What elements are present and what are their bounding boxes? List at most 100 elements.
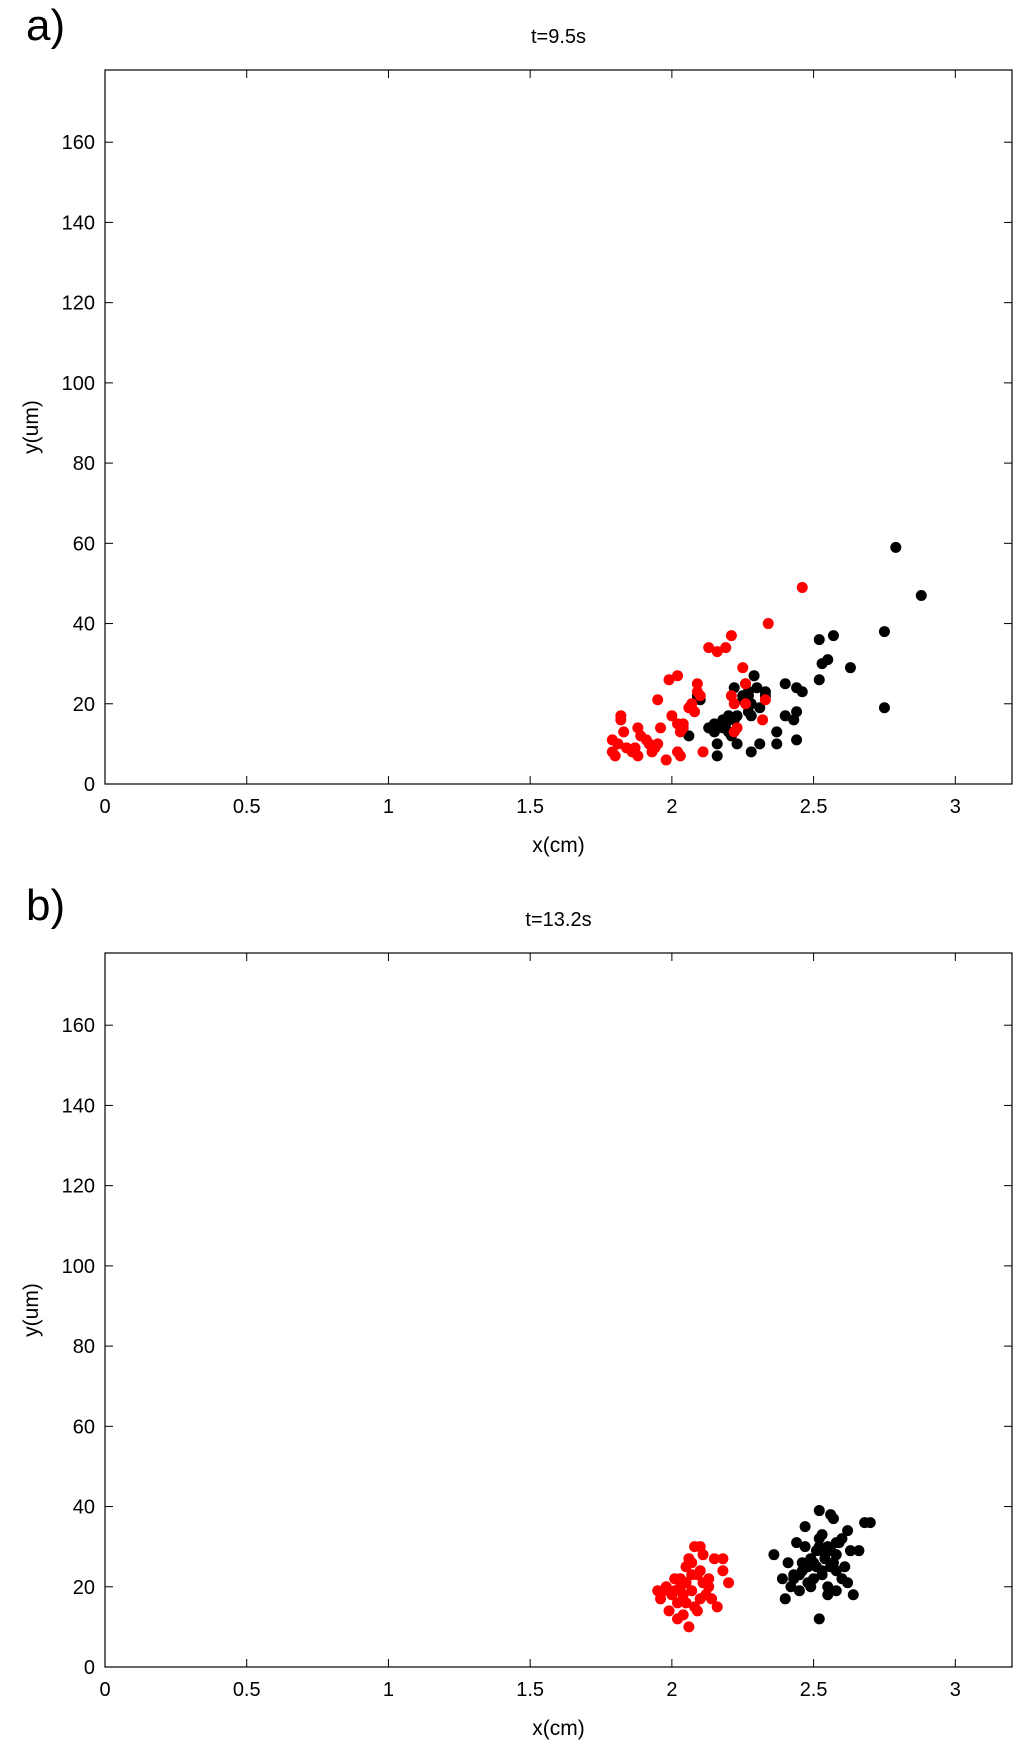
- data-point: [711, 738, 723, 750]
- data-point: [666, 710, 678, 722]
- data-point: [813, 1505, 825, 1517]
- data-point: [844, 1545, 856, 1557]
- data-point: [799, 1541, 811, 1553]
- x-tick-label: 2.5: [800, 1679, 828, 1701]
- panel-label: b): [26, 881, 66, 930]
- y-tick-label: 40: [73, 614, 95, 636]
- data-point: [813, 674, 825, 686]
- data-point: [672, 746, 684, 758]
- data-point: [791, 734, 803, 746]
- data-point: [677, 718, 689, 730]
- data-point: [788, 714, 800, 726]
- data-point: [655, 722, 667, 734]
- data-point: [706, 1593, 718, 1605]
- data-point: [791, 1537, 803, 1549]
- data-point: [878, 702, 890, 714]
- chart-panel-b: b) t=13.2s 0 0.5 1 1.5 2 2.5 3 0 20 40 60 80 100 120 14…: [0, 880, 1024, 1753]
- data-point: [842, 1577, 854, 1589]
- panel-label: a): [26, 1, 66, 50]
- x-tick-label: 1.5: [516, 796, 544, 818]
- series-0: [768, 1505, 876, 1625]
- x-tick-label: 1: [383, 796, 394, 818]
- data-point: [864, 1517, 876, 1529]
- data-point: [703, 1581, 715, 1593]
- y-tick-label: 20: [73, 1577, 95, 1599]
- y-tick-label: 100: [62, 373, 95, 395]
- data-point: [643, 738, 655, 750]
- data-point: [822, 1589, 834, 1601]
- plot-frame: [104, 952, 1013, 1668]
- x-tick-label: 1: [383, 1679, 394, 1701]
- y-tick-label: 80: [73, 453, 95, 475]
- data-point: [652, 1585, 664, 1597]
- data-point: [663, 1605, 675, 1617]
- data-point: [748, 670, 760, 682]
- data-point: [672, 670, 684, 682]
- data-point: [725, 630, 737, 642]
- data-point: [720, 642, 732, 654]
- data-point: [717, 722, 729, 734]
- data-point: [793, 1585, 805, 1597]
- data-point: [708, 1553, 720, 1565]
- series-1: [652, 1541, 735, 1633]
- data-point: [830, 1565, 842, 1577]
- y-tick-label: 120: [62, 1176, 95, 1198]
- data-point: [779, 710, 791, 722]
- plot-frame: [104, 69, 1013, 785]
- data-point: [788, 1569, 800, 1581]
- x-tick-label: 3: [950, 1679, 961, 1701]
- data-point: [768, 1549, 780, 1561]
- data-point: [717, 1553, 729, 1565]
- data-point: [660, 754, 672, 766]
- data-point: [779, 1593, 791, 1605]
- data-point: [816, 658, 828, 670]
- data-point: [842, 1525, 854, 1537]
- y-tick-label: 160: [62, 132, 95, 154]
- data-point: [844, 662, 856, 674]
- data-point: [796, 1557, 808, 1569]
- data-point: [686, 1585, 698, 1597]
- x-axis-label: x(cm): [532, 1717, 584, 1740]
- data-point: [711, 646, 723, 658]
- data-point: [754, 738, 766, 750]
- x-tick-label: 2: [666, 796, 677, 818]
- data-point: [672, 1613, 684, 1625]
- data-point: [825, 1545, 837, 1557]
- y-tick-label: 140: [62, 212, 95, 234]
- data-point: [776, 1573, 788, 1585]
- data-point: [759, 694, 771, 706]
- data-point: [689, 1601, 701, 1613]
- y-tick-label: 80: [73, 1336, 95, 1358]
- data-point: [666, 1589, 678, 1601]
- data-point: [796, 581, 808, 593]
- y-tick-label: 60: [73, 1416, 95, 1438]
- data-point: [745, 746, 757, 758]
- x-tick-label: 1.5: [516, 1679, 544, 1701]
- data-point: [680, 1597, 692, 1609]
- y-tick-label: 120: [62, 293, 95, 315]
- data-point: [731, 722, 743, 734]
- data-point: [785, 1581, 797, 1593]
- data-point: [771, 726, 783, 738]
- data-point: [689, 706, 701, 718]
- data-point: [822, 1581, 834, 1593]
- data-point: [615, 714, 627, 726]
- data-point: [740, 678, 752, 690]
- data-point: [827, 1513, 839, 1525]
- data-point: [757, 714, 769, 726]
- data-point: [751, 682, 763, 694]
- data-point: [847, 1589, 859, 1601]
- data-point: [652, 694, 664, 706]
- data-point: [723, 1577, 735, 1589]
- data-point: [674, 1573, 686, 1585]
- data-point: [717, 1565, 729, 1577]
- data-point: [878, 626, 890, 638]
- x-tick-label: 0.5: [233, 1679, 261, 1701]
- data-point: [697, 1549, 709, 1561]
- chart-panel-a: a) t=9.5s 0 0.5 1 1.5 2 2.5 3 0 20 40 60 80 100 120 140…: [0, 0, 1024, 870]
- x-tick-label: 2: [666, 1679, 677, 1701]
- y-tick-label: 40: [73, 1497, 95, 1519]
- data-point: [853, 1545, 865, 1557]
- data-point: [711, 1601, 723, 1613]
- data-point: [799, 1521, 811, 1533]
